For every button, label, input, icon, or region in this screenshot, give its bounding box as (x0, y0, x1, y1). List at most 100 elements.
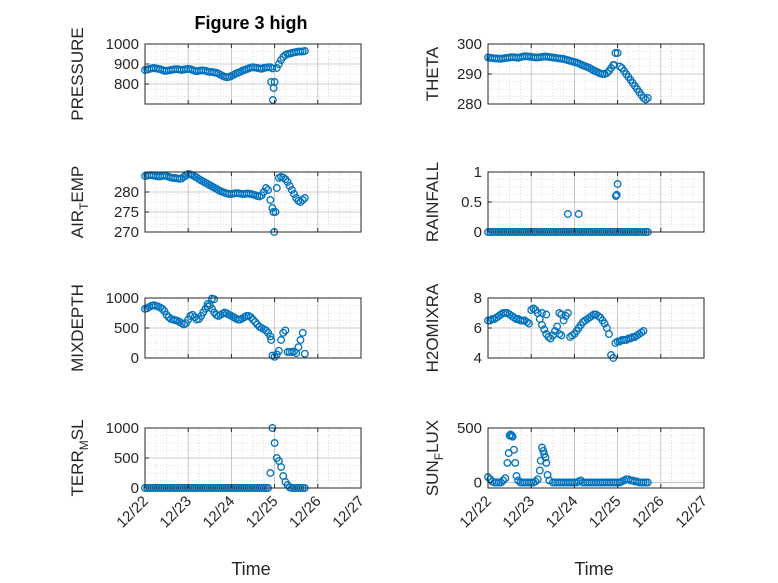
y-axis-label: TERRMSL (68, 419, 91, 496)
data-point (557, 310, 566, 319)
data-point (266, 332, 275, 341)
data-point (628, 333, 637, 341)
data-point (612, 190, 621, 199)
data-point (264, 63, 273, 72)
y-axis-label: THETA (423, 46, 442, 101)
y-tick-label: 1000 (106, 36, 139, 53)
data-point (639, 327, 648, 335)
data-point (538, 309, 546, 317)
data-point (486, 316, 495, 325)
data-point (639, 478, 648, 487)
data-point (542, 458, 551, 467)
data-point (296, 336, 305, 344)
data-point (296, 198, 305, 206)
data-point (525, 319, 533, 328)
data-point (266, 469, 275, 477)
data-point (589, 310, 598, 319)
subplot-sun-flux: 0 500 12/22 12/23 12/24 12/25 12/26 12/27 SUNFLU… (423, 420, 711, 532)
data-point (509, 445, 518, 454)
data-point (271, 208, 280, 216)
data-point (246, 313, 255, 322)
data-point (274, 60, 283, 68)
data-point (626, 334, 635, 343)
data-point (541, 453, 550, 462)
subplot-rainfall: 0 0.5 1 RAINFALL (423, 162, 705, 242)
data-point (553, 322, 562, 331)
subplot-pressure: 800 900 1000 PRESSURE (68, 27, 362, 121)
data-point (540, 325, 549, 334)
data-point (269, 208, 278, 216)
data-point (300, 47, 309, 55)
data-point (262, 326, 270, 335)
data-point (283, 178, 292, 186)
data-point (497, 478, 505, 487)
y-tick-label: 280 (114, 184, 139, 201)
data-point (535, 466, 544, 475)
data-point (298, 196, 307, 204)
data-point (298, 328, 307, 337)
data-point (643, 94, 652, 102)
x-tick-label: 12/26 (629, 493, 668, 532)
data-point (300, 349, 309, 358)
y-tick-label: 0 (474, 224, 482, 241)
y-tick-label: 500 (114, 450, 139, 467)
data-point (611, 49, 620, 57)
data-point (501, 474, 510, 483)
y-axis-label: H2OMIXRA (423, 283, 442, 372)
y-tick-label: 1000 (106, 290, 139, 307)
y-tick-label: 290 (457, 66, 482, 83)
data-point (522, 318, 531, 326)
x-tick-label: 12/27 (329, 493, 368, 532)
data-point (637, 328, 646, 337)
data-point (615, 62, 624, 71)
data-point (641, 95, 650, 104)
data-point (539, 446, 548, 455)
data-point (499, 476, 508, 485)
y-tick-label: 0 (131, 480, 139, 497)
y-tick-label: 6 (474, 320, 482, 337)
data-point (274, 346, 283, 355)
data-point (270, 78, 279, 86)
y-tick-label: 1 (474, 164, 482, 181)
data-point (162, 310, 171, 319)
data-point (251, 318, 260, 326)
y-tick-label: 0 (131, 350, 139, 367)
data-point (557, 331, 566, 340)
axes-box (144, 171, 362, 233)
y-tick-label: 300 (457, 36, 482, 53)
data-point (279, 328, 288, 337)
x-tick-label: 12/22 (456, 493, 495, 532)
data-point (270, 439, 279, 447)
data-point (268, 96, 277, 104)
data-point (533, 475, 542, 484)
data-point (600, 319, 609, 328)
axes-box (144, 43, 362, 105)
x-tick-label: 12/23 (499, 493, 538, 532)
axes-box (487, 427, 705, 489)
data-point (508, 432, 517, 441)
subplot-h2omixra: 4 6 8 H2OMIXRA (423, 283, 705, 372)
data-point (164, 313, 173, 322)
x-tick-label: 12/25 (586, 493, 625, 532)
data-point (563, 210, 572, 218)
x-tick-label: 12/23 (156, 493, 195, 532)
subplot-air-temp: 270 275 280 AIRTEMP (68, 166, 362, 241)
x-axis-label-left: Time (231, 559, 270, 579)
data-point (285, 182, 294, 190)
data-point (249, 315, 257, 324)
data-point (188, 310, 197, 319)
data-point (506, 430, 515, 439)
data-point (287, 186, 296, 194)
x-tick-label: 12/24 (543, 493, 582, 532)
x-axis-label-right: Time (574, 559, 613, 579)
data-point (488, 315, 497, 323)
y-tick-label: 270 (114, 224, 139, 241)
y-tick-label: 8 (474, 290, 482, 307)
data-point (277, 336, 286, 344)
data-point (531, 477, 540, 486)
data-point (281, 326, 290, 335)
data-point (267, 336, 276, 344)
y-axis-label: MIXDEPTH (68, 284, 87, 372)
data-point (574, 210, 583, 218)
data-point (511, 458, 520, 467)
